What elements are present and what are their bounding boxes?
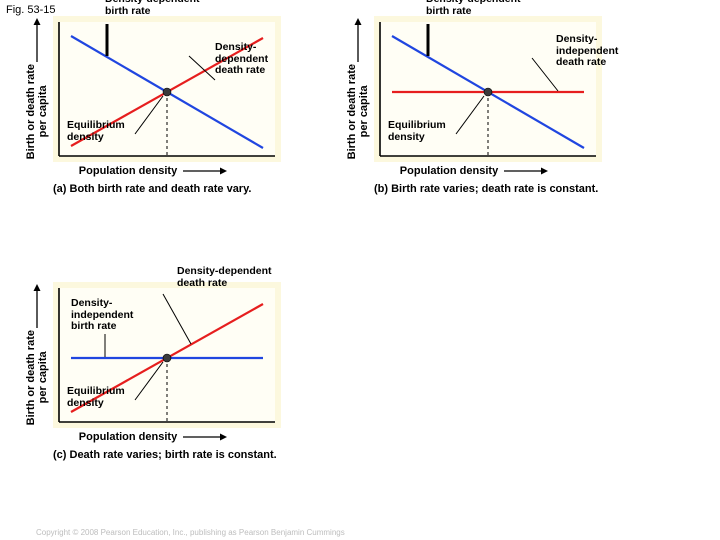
y-arrow-icon: [31, 18, 43, 64]
annotation-death_indep: Density- independent death rate: [556, 34, 618, 69]
caption-a: (a) Both birth rate and death rate vary.: [53, 183, 281, 195]
x-axis-label: Population density: [79, 165, 177, 177]
xlab-row: Population density: [25, 165, 281, 177]
x-arrow-icon: [181, 432, 227, 442]
x-arrow-icon: [181, 166, 227, 176]
figure-label: Fig. 53-15: [6, 4, 56, 16]
y-arrow-icon: [31, 284, 43, 330]
xlab-row: Population density: [25, 431, 281, 443]
y-axis-label: Birth or death rate per capita: [25, 64, 49, 159]
ylab-group: Birth or death rate per capita: [346, 18, 370, 159]
y-arrow-icon: [352, 18, 364, 64]
annotation-death_dep: Density- dependent death rate: [215, 42, 268, 77]
caption-c: (c) Death rate varies; birth rate is con…: [53, 449, 281, 461]
annotation-birth_indep: Density- independent birth rate: [71, 298, 133, 333]
annotation-eq: Equilibrium density: [67, 120, 125, 143]
y-axis-label: Birth or death rate per capita: [346, 64, 370, 159]
caption-b: (b) Birth rate varies; death rate is con…: [374, 183, 602, 195]
y-axis-label: Birth or death rate per capita: [25, 330, 49, 425]
plot-c: Density- independent birth rateDensity-d…: [53, 282, 281, 428]
annotation-eq: Equilibrium density: [67, 386, 125, 409]
annotation-birth_dep: Density-dependent birth rate: [426, 0, 521, 17]
panel-c: Birth or death rate per capita Density- …: [25, 282, 281, 461]
ylab-group: Birth or death rate per capita: [25, 18, 49, 159]
x-arrow-icon: [502, 166, 548, 176]
xlab-row: Population density: [346, 165, 602, 177]
panel-b: Birth or death rate per capita Density-d…: [346, 16, 602, 195]
annotation-eq: Equilibrium density: [388, 120, 446, 143]
plot-b: Density-dependent birth rateDensity- ind…: [374, 16, 602, 162]
plot-wrap-b: Birth or death rate per capita Density-d…: [346, 16, 602, 162]
plot-wrap-c: Birth or death rate per capita Density- …: [25, 282, 281, 428]
x-axis-label: Population density: [400, 165, 498, 177]
x-axis-label: Population density: [79, 431, 177, 443]
plot-wrap-a: Birth or death rate per capita Density-d…: [25, 16, 281, 162]
annotation-death_dep2: Density-dependent death rate: [177, 266, 272, 289]
ylab-group: Birth or death rate per capita: [25, 284, 49, 425]
annotation-birth_dep: Density-dependent birth rate: [105, 0, 200, 17]
panel-a: Birth or death rate per capita Density-d…: [25, 16, 281, 195]
copyright-text: Copyright © 2008 Pearson Education, Inc.…: [36, 528, 345, 537]
plot-a: Density-dependent birth rateDensity- dep…: [53, 16, 281, 162]
